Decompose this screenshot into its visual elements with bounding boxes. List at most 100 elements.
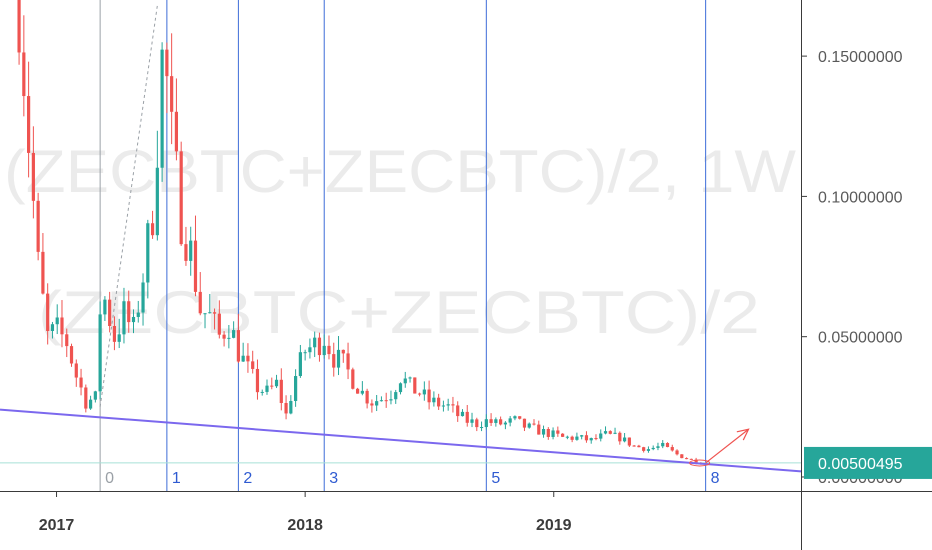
candle-body <box>656 446 660 448</box>
candle-body <box>131 316 136 323</box>
candle-body <box>308 347 312 353</box>
candle-body <box>227 337 231 339</box>
candle-body <box>74 363 78 378</box>
candle-body <box>41 251 45 294</box>
candle-body <box>255 368 260 393</box>
candle-body <box>79 377 83 388</box>
candle-body <box>503 422 507 425</box>
candle-body <box>384 400 388 402</box>
candle-body <box>403 378 407 384</box>
candle-body <box>22 52 26 97</box>
cycle-label: 0 <box>105 470 114 487</box>
candle-body <box>680 454 684 459</box>
candle-body <box>370 403 374 406</box>
candle-body <box>251 361 255 369</box>
candle-body <box>527 423 531 428</box>
candle-body <box>437 397 441 407</box>
candle-body <box>165 49 169 77</box>
x-axis: 2017 2018 2019 <box>0 491 932 534</box>
candle-body <box>160 49 164 168</box>
x-tick-label: 2017 <box>39 517 75 534</box>
candle-body <box>122 301 126 335</box>
cycle-label: 8 <box>711 470 720 487</box>
candle-body <box>522 418 527 428</box>
cycle-lines: 0 1 2 3 5 8 <box>99 0 720 491</box>
candle-body <box>270 385 274 387</box>
candle-body <box>684 458 689 460</box>
candle-body <box>646 449 651 451</box>
candle-body <box>322 345 326 356</box>
candle-body <box>651 447 655 450</box>
candle-body <box>432 397 436 403</box>
candle-body <box>618 432 622 442</box>
candle-body <box>446 404 450 406</box>
candle-body <box>413 377 417 394</box>
forecast-arrow <box>705 428 749 464</box>
candle-body <box>408 377 412 379</box>
overlay <box>0 5 802 473</box>
candle-body <box>108 299 112 326</box>
candle-body <box>599 433 603 439</box>
candle-body <box>613 432 617 434</box>
candle-body <box>136 312 140 317</box>
x-tick-labels: 2017 2018 2019 <box>39 491 572 534</box>
candle-body <box>351 369 355 389</box>
candle-body <box>203 313 207 315</box>
candle-body <box>17 0 21 53</box>
candle-body <box>675 450 679 455</box>
cycle-label: 1 <box>172 470 181 487</box>
candle-body <box>627 437 631 446</box>
candle-body <box>422 389 426 395</box>
candle-body <box>217 313 221 335</box>
candles <box>17 0 703 465</box>
y-tick-label: 0.05000000 <box>818 330 903 347</box>
candle-body <box>346 353 350 370</box>
candle-body <box>294 376 298 401</box>
watermark: (ZECBTC+ZECBTC)/2, 1W (ZECBTC+ZECBTC)/2 <box>4 138 796 346</box>
candle-body <box>608 431 612 434</box>
candle-body <box>584 435 589 441</box>
candle-body <box>632 445 636 447</box>
candle-body <box>198 291 202 314</box>
candle-body <box>603 431 608 434</box>
candle-body <box>508 418 512 423</box>
candle-body <box>93 391 97 400</box>
candle-body <box>274 379 279 387</box>
candle-body <box>150 223 155 236</box>
candle-body <box>260 391 264 393</box>
candle-body <box>279 379 283 404</box>
candle-body <box>222 334 226 339</box>
candle-body <box>532 423 536 425</box>
candle-body <box>570 436 574 440</box>
candle-body <box>27 96 31 153</box>
price-badge: 0.00500495 <box>804 446 932 479</box>
candle-body <box>112 325 117 342</box>
candle-body <box>427 389 431 403</box>
candle-body <box>241 355 245 362</box>
candle-body <box>236 330 240 362</box>
candle-body <box>642 447 646 451</box>
candle-body <box>327 345 331 355</box>
candle-body <box>184 244 188 261</box>
candle-body <box>179 151 183 245</box>
candle-body <box>141 282 145 313</box>
candle-body <box>375 401 379 406</box>
candle-body <box>317 337 322 356</box>
candle-body <box>155 167 159 236</box>
watermark-line-2: (ZECBTC+ZECBTC)/2 <box>38 279 760 346</box>
candle-body <box>637 445 641 448</box>
cycle-label: 2 <box>243 470 252 487</box>
x-tick-label: 2019 <box>536 517 572 534</box>
candle-body <box>208 312 212 314</box>
candle-body <box>360 390 364 394</box>
candle-body <box>551 430 555 437</box>
candle-body <box>69 346 74 364</box>
watermark-line-1: (ZECBTC+ZECBTC)/2, 1W <box>4 138 796 205</box>
candle-body <box>303 352 307 354</box>
candle-body <box>31 152 35 201</box>
y-tick-label: 0.10000000 <box>818 189 903 206</box>
candle-body <box>212 312 217 314</box>
